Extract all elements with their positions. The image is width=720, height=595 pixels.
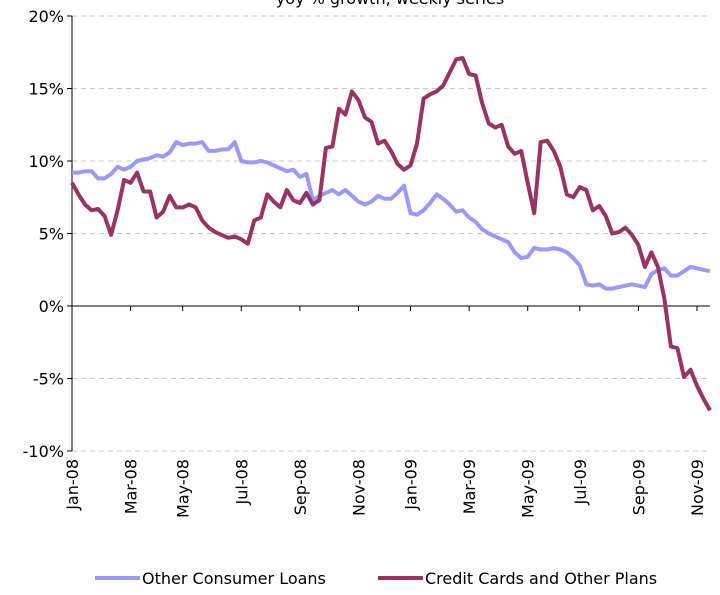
x-tick-label: Sep-09 [629, 459, 648, 515]
x-tick-label: Mar-09 [460, 459, 479, 514]
x-tick-label: Jul-08 [232, 459, 251, 505]
y-tick-label: -5% [33, 370, 64, 389]
x-tick-label: Sep-08 [291, 459, 310, 515]
x-tick-label: Nov-08 [349, 459, 368, 516]
y-tick-label: -10% [23, 442, 64, 461]
x-tick-label: Jul-09 [571, 459, 590, 505]
x-tick-label: May-08 [174, 459, 193, 518]
series-line [72, 140, 711, 291]
y-tick-label: 5% [39, 225, 64, 244]
y-tick-label: 15% [28, 80, 64, 99]
x-tick-label: Nov-09 [688, 459, 707, 516]
x-tick-label: Jan-08 [63, 459, 82, 511]
x-tick-label: Jan-09 [402, 459, 421, 511]
legend-label: Credit Cards and Other Plans [425, 569, 657, 588]
y-tick-label: 0% [39, 297, 64, 316]
chart-title: yoy % growth, weekly series [276, 0, 504, 8]
x-tick-label: Mar-08 [122, 459, 141, 514]
legend-label: Other Consumer Loans [142, 569, 326, 588]
y-tick-label: 10% [28, 152, 64, 171]
series-line [70, 56, 712, 412]
y-tick-label: 20% [28, 7, 64, 26]
x-tick-label: May-09 [519, 459, 538, 518]
